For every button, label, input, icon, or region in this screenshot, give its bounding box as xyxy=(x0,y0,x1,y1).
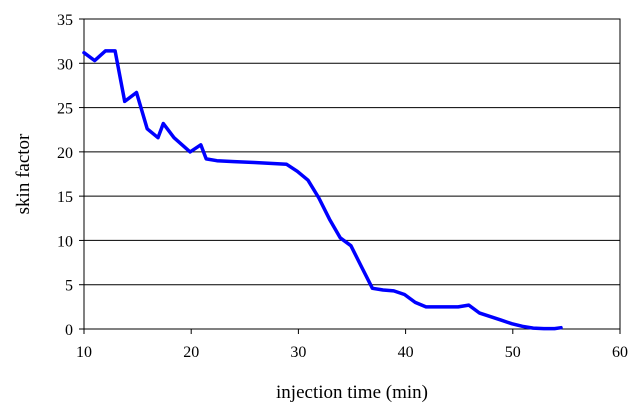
x-tick-label: 20 xyxy=(183,344,199,361)
y-tick-label: 25 xyxy=(57,101,73,118)
series-line-0 xyxy=(82,49,563,331)
y-tick-label: 20 xyxy=(57,145,73,162)
y-tick-label: 5 xyxy=(65,278,73,295)
y-tick-label: 30 xyxy=(57,56,73,73)
y-axis-title: skin factor xyxy=(13,133,34,214)
x-tick-label: 40 xyxy=(398,344,414,361)
series-group xyxy=(82,49,563,331)
x-tick-label: 50 xyxy=(505,344,521,361)
axis-ticks: 0 5 10 15 20 25 30 35 10 20 30 40 50 60 xyxy=(57,12,628,361)
x-axis-title: injection time (min) xyxy=(276,382,428,403)
y-tick-label: 10 xyxy=(57,233,73,250)
x-tick-label: 60 xyxy=(612,344,628,361)
x-tick-label: 30 xyxy=(290,344,306,361)
plot-area-border xyxy=(83,18,621,330)
x-tick-label: 10 xyxy=(76,344,92,361)
grid-lines xyxy=(84,62,620,286)
y-tick-label: 0 xyxy=(65,322,73,339)
y-tick-label: 15 xyxy=(57,189,73,206)
y-tick-label: 35 xyxy=(57,12,73,29)
